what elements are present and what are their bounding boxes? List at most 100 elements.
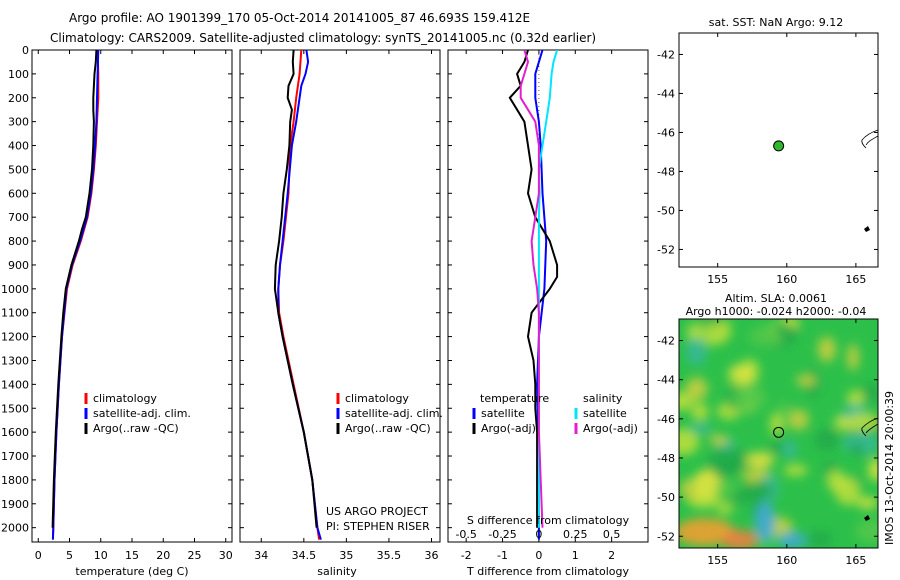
sst-map-frame [678,32,879,268]
x-tick-label: 2 [608,549,615,562]
series-line-argo [51,50,98,528]
lat-tick-label: -52 [657,243,675,256]
difference-series [508,50,559,540]
series-line-s-argo [519,50,544,528]
s-tick-label: 0 [535,528,542,541]
depth-tick-label: 900 [8,259,29,272]
s-tick-label: 0.25 [563,528,588,541]
lon-tick-label: 165 [845,554,866,567]
temperature-legend: climatology satellite-adj. clim. Argo(..ra… [84,392,191,435]
depth-tick-label: 800 [8,235,29,248]
series-line-climatology [277,50,321,540]
salinity-x-label: salinity [317,565,357,578]
lat-tick-label: -44 [657,87,675,100]
temperature-plot-frame [31,49,233,543]
x-tick-label: 15 [125,549,139,562]
depth-tick-label: 1900 [1,498,29,511]
legend-label: Argo(-adj) [583,422,638,435]
depth-tick-label: 1400 [1,378,29,391]
depth-tick-label: 1500 [1,402,29,415]
lon-tick-label: 155 [707,554,728,567]
salinity-profile-panel: 34 34.5 35 35.5 36 climatology satellite-adj.… [239,49,443,578]
depth-tick-label: 300 [8,116,29,129]
temperature-axis-ticks: 0 5 10 15 20 25 30 [35,50,233,562]
depth-tick-label: 700 [8,211,29,224]
x-tick-label: 1 [572,549,579,562]
lat-tick-label: -52 [657,530,675,543]
legend-label: satellite [481,407,525,420]
legend-label: climatology [93,392,157,405]
depth-tick-label: 600 [8,187,29,200]
s-difference-tick-labels: -0.5 -0.25 0 0.25 0.5 [455,528,620,541]
series-line-argo [273,50,318,528]
series-line-climatology [51,50,100,540]
depth-tick-label: 500 [8,163,29,176]
depth-tick-label: 200 [8,92,29,105]
sla-map-panel: Altim. SLA: 0.0061 Argo h1000: -0.024 h2… [657,292,879,567]
legend-label: satellite-adj. clim. [93,407,191,420]
sst-map-title: sat. SST: NaN Argo: 9.12 [709,16,843,29]
argo-float-marker [773,140,785,152]
difference-depth-ticks [448,49,648,529]
depth-tick-label: 400 [8,140,29,153]
legend-label: Argo(..raw -QC) [93,422,179,435]
depth-tick-label: 0 [22,44,29,57]
salinity-axis-ticks: 34 34.5 35 35.5 36 [254,50,438,562]
lat-tick-label: -42 [657,335,675,348]
figure-title-line2: Climatology: CARS2009. Satellite-adjuste… [50,31,596,45]
imos-timestamp: IMOS 13-Oct-2014 20:00:39 [883,391,896,545]
legend-header-temperature: temperature [480,392,549,405]
depth-tick-label: 2000 [1,522,29,535]
x-tick-label: -1 [497,549,508,562]
lat-tick-label: -48 [657,165,675,178]
project-pi: PI: STEPHEN RISER [326,520,430,533]
s-tick-label: -0.25 [488,528,516,541]
s-difference-label: S difference from climatology [467,514,630,527]
s-tick-label: 0.5 [603,528,621,541]
lat-tick-label: -48 [657,452,675,465]
depth-tick-label: 1200 [1,331,29,344]
difference-plot-frame [447,49,649,543]
figure-title-line1: Argo profile: AO 1901399_170 05-Oct-2014… [69,11,530,25]
temperature-x-label: temperature (deg C) [75,565,188,578]
depth-tick-label: 1000 [1,283,29,296]
series-line-s-satellite [537,50,559,528]
lat-tick-label: -46 [657,413,675,426]
sla-coastline [861,417,879,437]
lat-tick-label: -46 [657,126,675,139]
salinity-series [273,50,322,540]
series-line-t-argo [508,50,559,528]
x-tick-label: 35.5 [377,549,402,562]
series-line-satellite-adj-clim- [51,50,100,540]
lon-tick-label: 160 [776,273,797,286]
x-tick-label: 0 [35,549,42,562]
x-tick-label: 25 [188,549,202,562]
x-tick-label: 35 [339,549,353,562]
lat-tick-label: -50 [657,491,675,504]
depth-axis-ticks: 0 100 200 300 400 500 600 700 800 900 1000 1100 1200… [1,44,232,535]
island-south [864,226,870,232]
sst-map-ticks: -42 -44 -46 -48 -50 -52 155 160 165 [657,33,878,286]
sla-heatmap [679,319,878,548]
x-tick-label: -2 [461,549,472,562]
lat-tick-label: -44 [657,374,675,387]
difference-profile-panel: -2 -1 0 1 2 temperature salinity satellite Argo… [447,49,649,578]
sla-map-ticks: -42 -44 -46 -48 -50 -52 155 160 165 [657,319,878,567]
lat-tick-label: -42 [657,48,675,61]
legend-label: satellite [583,407,627,420]
depth-tick-label: 100 [8,68,29,81]
salinity-plot-frame [239,49,441,543]
legend-label: Argo(-adj) [481,422,536,435]
sst-map-panel: sat. SST: NaN Argo: 9.12 -42 -44 -46 -48 -50… [657,16,879,286]
legend-header-salinity: salinity [583,392,623,405]
temperature-profile-panel: 0100200300400500600700800900100011001200… [1,44,233,578]
x-tick-label: 0 [535,549,542,562]
sla-map-subtitle: Argo h1000: -0.024 h2000: -0.04 [686,305,867,318]
depth-tick-label: 1700 [1,450,29,463]
legend-label: satellite-adj. clim. [345,407,443,420]
x-tick-label: 20 [156,549,170,562]
depth-tick-label: 1800 [1,474,29,487]
temperature-series [51,50,100,540]
sla-map-title: Altim. SLA: 0.0061 [725,292,827,305]
